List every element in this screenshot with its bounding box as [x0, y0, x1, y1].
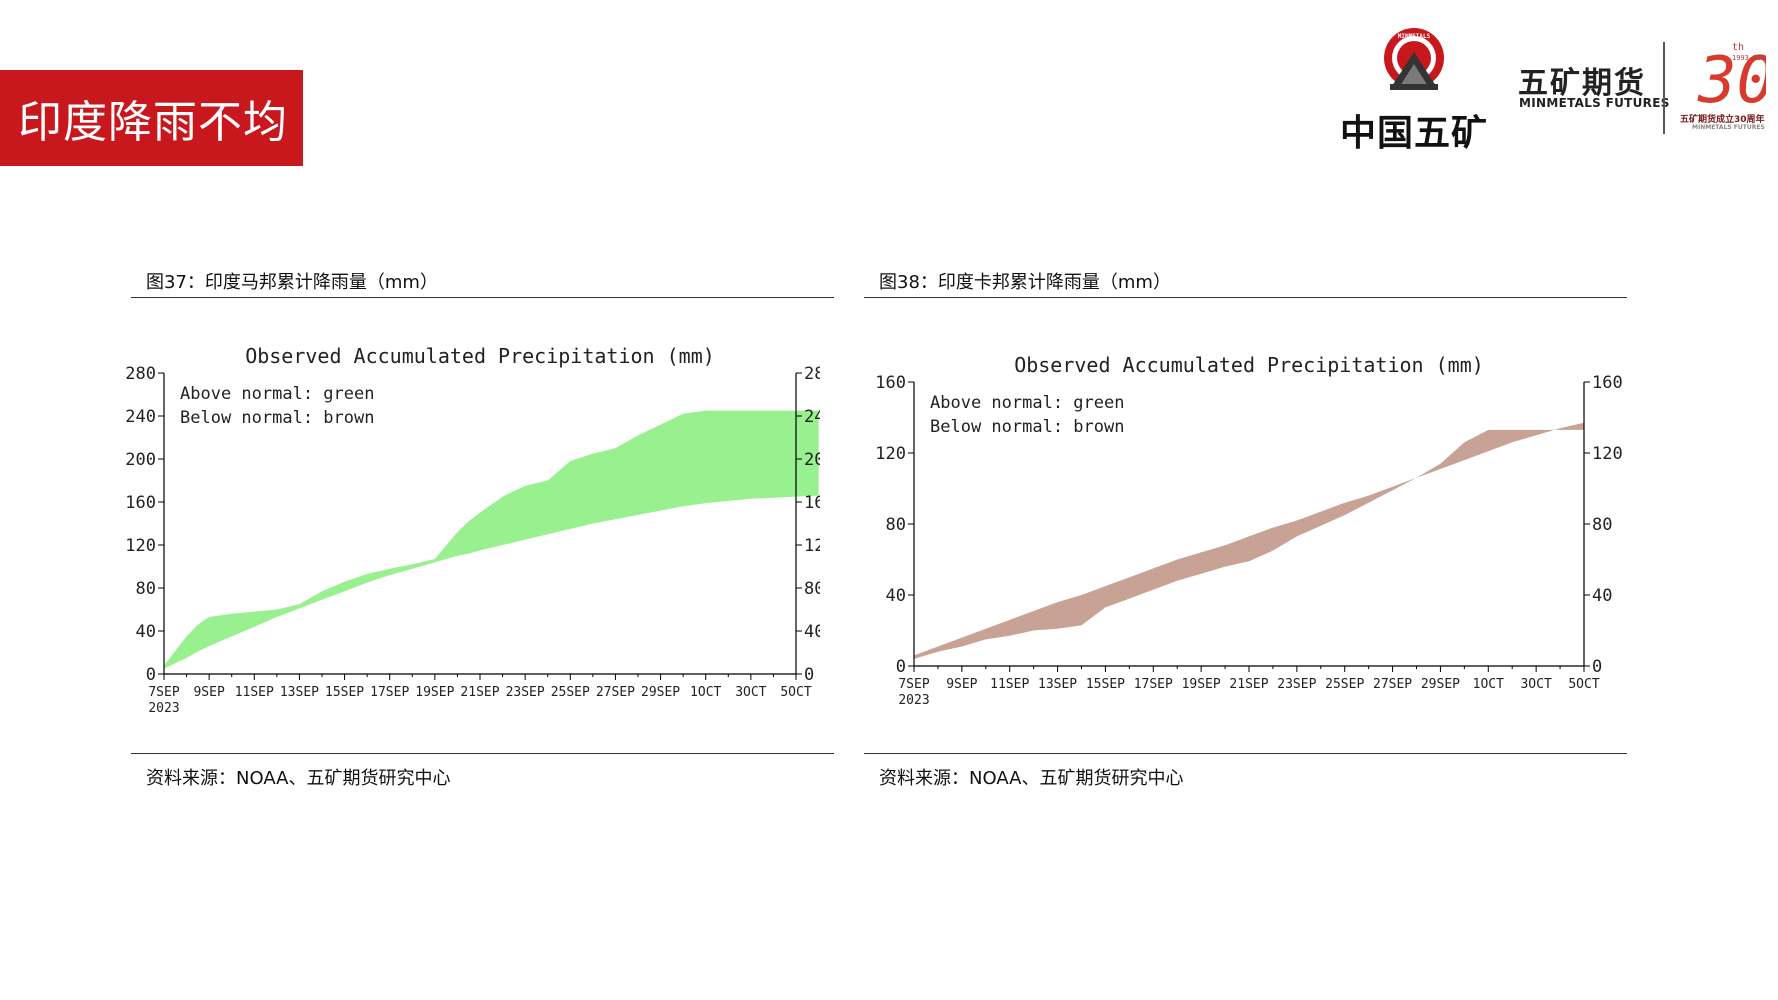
figure-38-bottom-rule — [864, 753, 1627, 754]
logo-divider — [1663, 42, 1665, 134]
x-tick-label: 23SEP — [506, 685, 545, 700]
y-tick-label-right: 80 — [1592, 515, 1612, 535]
figure-37-source: 资料来源：NOAA、五矿期货研究中心 — [146, 768, 451, 789]
y-tick-label-left: 0 — [146, 665, 156, 685]
y-tick-label-left: 40 — [886, 586, 906, 606]
anniversary-th: th — [1732, 42, 1744, 53]
x-tick-label: 21SEP — [1229, 677, 1268, 692]
legend-entry: Below normal: brown — [180, 408, 374, 428]
x-tick-label: 7SEP — [898, 677, 929, 692]
y-tick-label-left: 40 — [136, 622, 156, 642]
y-tick-label-left: 160 — [125, 493, 156, 513]
y-tick-label-left: 120 — [125, 536, 156, 556]
y-tick-label-right: 0 — [1592, 657, 1602, 677]
figure-38-caption: 图38：印度卡邦累计降雨量（mm） — [879, 272, 1171, 293]
chart-title: Observed Accumulated Precipitation (mm) — [1014, 353, 1484, 377]
page-title: 印度降雨不均 — [0, 70, 303, 166]
china-minmetals-emblem-icon: MINMETALS — [1384, 28, 1444, 90]
figure-37-caption: 图37：印度马邦累计降雨量（mm） — [146, 272, 438, 293]
x-tick-label: 17SEP — [1134, 677, 1173, 692]
anniversary-30-icon: 30 th 1993-2023 — [1697, 42, 1766, 112]
y-tick-label-right: 160 — [804, 493, 820, 513]
y-tick-label-right: 0 — [804, 665, 814, 685]
brand-name-cn: 五矿期货 — [1518, 66, 1646, 101]
x-tick-label: 21SEP — [460, 685, 499, 700]
y-tick-label-right: 280 — [804, 364, 820, 384]
emblem-ring-text: MINMETALS — [1398, 33, 1431, 40]
x-tick-label: 9SEP — [193, 685, 224, 700]
x-tick-label: 17SEP — [370, 685, 409, 700]
x-year-label: 2023 — [898, 693, 929, 708]
brand-name-en: MINMETALS FUTURES — [1519, 96, 1670, 110]
x-year-label: 2023 — [148, 701, 179, 715]
x-tick-label: 27SEP — [1373, 677, 1412, 692]
y-tick-label-left: 160 — [875, 373, 906, 393]
y-tick-label-left: 120 — [875, 444, 906, 464]
y-tick-label-right: 120 — [804, 536, 820, 556]
x-tick-label: 29SEP — [641, 685, 680, 700]
chart-maharashtra-precipitation: Observed Accumulated Precipitation (mm) A… — [125, 344, 820, 715]
y-tick-label-left: 80 — [136, 579, 156, 599]
x-tick-label: 13SEP — [1038, 677, 1077, 692]
logo-group: MINMETALS 中国五矿 五矿期货 MINMETALS FUTURES 30… — [1330, 24, 1770, 154]
figure-38-source: 资料来源：NOAA、五矿期货研究中心 — [879, 768, 1184, 789]
y-tick-label-right: 40 — [804, 622, 820, 642]
anniversary-caption-en: MINMETALS FUTURES — [1692, 124, 1765, 131]
anniversary-number: 30 — [1697, 44, 1766, 112]
y-tick-label-left: 200 — [125, 450, 156, 470]
y-tick-label-right: 40 — [1592, 586, 1612, 606]
figure-38-top-rule — [864, 297, 1627, 298]
precip-band-area — [914, 422, 1584, 659]
x-tick-label: 7SEP — [148, 685, 179, 700]
x-tick-label: 11SEP — [990, 677, 1029, 692]
y-tick-label-right: 80 — [804, 579, 820, 599]
legend-entry: Below normal: brown — [930, 417, 1124, 437]
anniversary-caption: 五矿期货成立30周年 — [1680, 115, 1765, 125]
y-tick-label-right: 240 — [804, 407, 820, 427]
anniversary-years: 1993-2023 — [1732, 54, 1766, 62]
x-tick-label: 25SEP — [1325, 677, 1364, 692]
legend-entry: Above normal: green — [180, 384, 374, 404]
x-tick-label: 29SEP — [1421, 677, 1460, 692]
y-tick-label-left: 0 — [896, 657, 906, 677]
y-tick-label-left: 80 — [886, 515, 906, 535]
y-tick-label-right: 200 — [804, 450, 820, 470]
y-tick-label-left: 240 — [125, 407, 156, 427]
china-minmetals-logo-text: 中国五矿 — [1340, 113, 1489, 154]
figure-37-top-rule — [131, 297, 834, 298]
x-tick-label: 25SEP — [551, 685, 590, 700]
y-tick-label-right: 160 — [1592, 373, 1623, 393]
x-tick-label: 15SEP — [1086, 677, 1125, 692]
x-tick-label: 27SEP — [596, 685, 635, 700]
chart-karnataka-precipitation: Observed Accumulated Precipitation (mm) A… — [875, 353, 1623, 708]
x-tick-label: 19SEP — [1182, 677, 1221, 692]
x-tick-label: 15SEP — [325, 685, 364, 700]
x-tick-label: 3OCT — [1520, 677, 1551, 692]
legend-entry: Above normal: green — [930, 393, 1124, 413]
x-tick-label: 9SEP — [946, 677, 977, 692]
x-tick-label: 3OCT — [735, 685, 766, 700]
x-tick-label: 5OCT — [780, 685, 811, 700]
precip-band-area — [164, 410, 819, 669]
chart-title: Observed Accumulated Precipitation (mm) — [245, 344, 715, 368]
y-tick-label-right: 120 — [1592, 444, 1623, 464]
x-tick-label: 1OCT — [1473, 677, 1504, 692]
x-tick-label: 5OCT — [1568, 677, 1599, 692]
x-tick-label: 23SEP — [1277, 677, 1316, 692]
figure-37-bottom-rule — [131, 753, 834, 754]
x-tick-label: 19SEP — [415, 685, 454, 700]
y-tick-label-left: 280 — [125, 364, 156, 384]
x-tick-label: 1OCT — [690, 685, 721, 700]
x-tick-label: 13SEP — [280, 685, 319, 700]
x-tick-label: 11SEP — [235, 685, 274, 700]
